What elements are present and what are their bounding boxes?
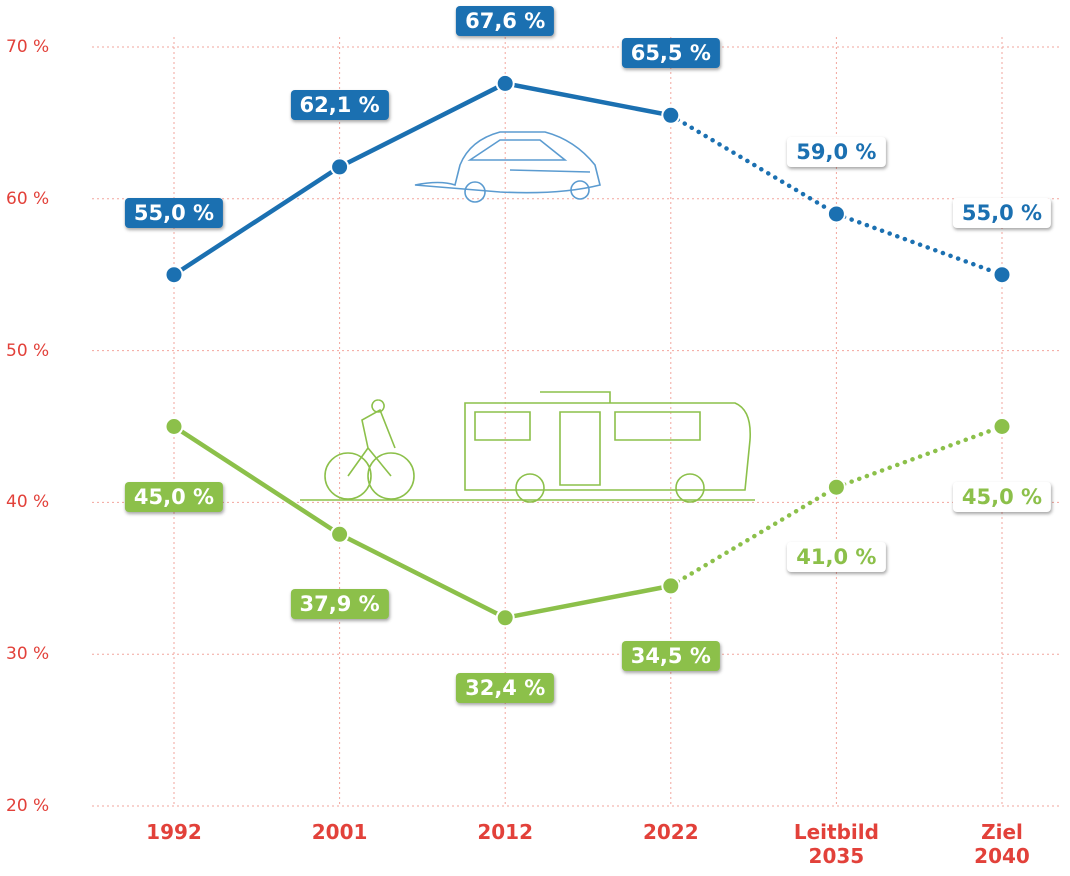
y-tick-label: 40 %: [6, 492, 49, 512]
data-point: [994, 418, 1011, 435]
data-point: [497, 609, 514, 626]
value-label: 41,0 %: [787, 542, 885, 572]
value-label: 62,1 %: [291, 90, 389, 120]
y-tick-label: 70 %: [6, 37, 49, 57]
grid: [92, 37, 1062, 806]
x-tick-label: 2001: [290, 820, 390, 844]
value-label: 55,0 %: [953, 198, 1051, 228]
x-tick-label: Leitbild 2035: [786, 820, 886, 868]
value-label: 34,5 %: [622, 641, 720, 671]
value-label: 67,6 %: [456, 6, 554, 36]
data-point: [994, 266, 1011, 283]
y-tick-label: 50 %: [6, 341, 49, 361]
y-tick-label: 30 %: [6, 644, 49, 664]
data-point: [166, 418, 183, 435]
y-tick-label: 60 %: [6, 189, 49, 209]
x-tick-label: 2012: [455, 820, 555, 844]
bike-icon: [300, 400, 440, 500]
value-label: 45,0 %: [953, 482, 1051, 512]
y-tick-label: 20 %: [6, 796, 49, 816]
data-point: [331, 526, 348, 543]
data-point: [497, 75, 514, 92]
value-label: 37,9 %: [291, 589, 389, 619]
value-label: 45,0 %: [125, 482, 223, 512]
x-tick-label: 1992: [124, 820, 224, 844]
line-segment: [174, 427, 340, 535]
data-point: [662, 577, 679, 594]
bus-icon: [440, 392, 755, 502]
x-tick-label: 2022: [621, 820, 721, 844]
value-label: 55,0 %: [125, 198, 223, 228]
data-point: [331, 158, 348, 175]
value-label: 32,4 %: [456, 673, 554, 703]
value-label: 59,0 %: [787, 137, 885, 167]
line-segment: [505, 586, 671, 618]
data-point: [828, 479, 845, 496]
data-point: [828, 205, 845, 222]
line-segment: [505, 83, 671, 115]
chart: 20 % 30 % 40 % 50 % 60 % 70 % 1992 2001 2012 2022…: [0, 0, 1070, 876]
chart-canvas: [0, 0, 1070, 876]
value-label: 65,5 %: [622, 38, 720, 68]
data-point: [166, 266, 183, 283]
car-icon: [415, 132, 600, 202]
x-tick-label: Ziel 2040: [952, 820, 1052, 868]
line-segment: [836, 427, 1002, 488]
data-point: [662, 107, 679, 124]
